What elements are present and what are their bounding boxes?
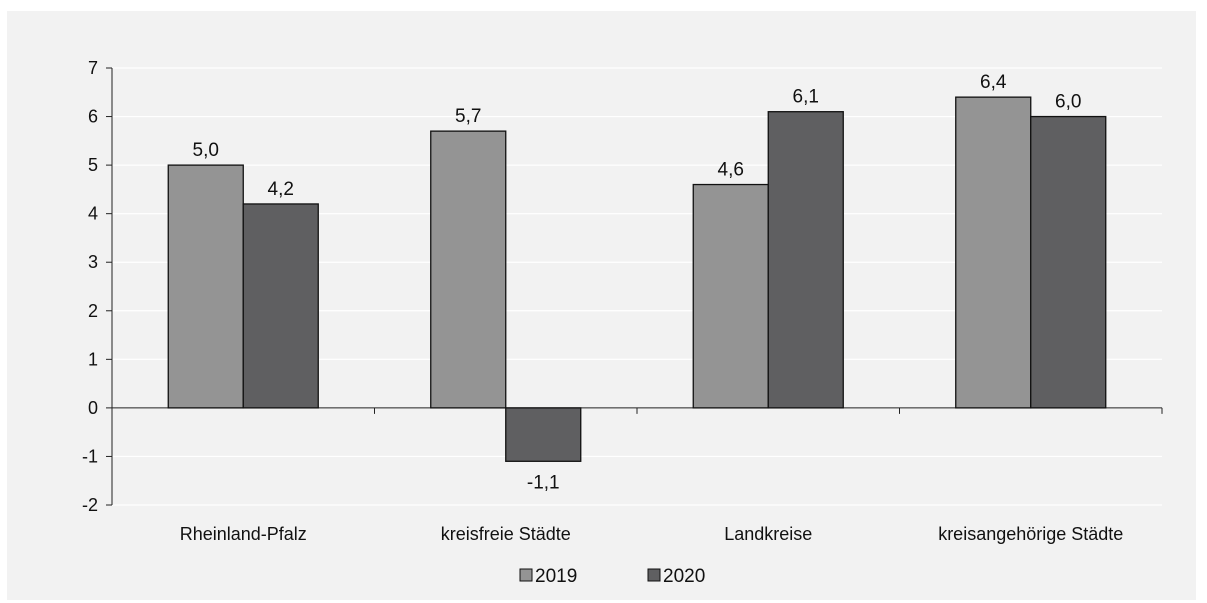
data-label: 4,2 [268, 179, 294, 200]
legend: 2019 2020 [519, 566, 705, 587]
y-tick-label: 4 [88, 204, 98, 224]
x-tick-label: kreisfreie Städte [441, 524, 571, 544]
bar-2019 [430, 130, 507, 409]
x-tick-label: Rheinland-Pfalz [180, 524, 307, 544]
x-tick-label: Landkreise [724, 524, 812, 544]
bar-2019 [167, 164, 244, 409]
data-label: 6,4 [980, 72, 1007, 93]
y-tick-label: 7 [88, 58, 98, 78]
x-tick-label: kreisangehörige Städte [938, 524, 1123, 544]
legend-swatch-2019 [519, 568, 533, 582]
y-tick-label: 5 [88, 155, 98, 175]
data-label: 6,1 [793, 87, 819, 108]
bars [167, 96, 1107, 462]
bar-2020 [767, 111, 844, 409]
y-tick-label: -1 [82, 446, 98, 466]
bar-2020 [1030, 115, 1107, 409]
y-tick-label: 2 [88, 301, 98, 321]
legend-label-2020: 2020 [663, 566, 705, 587]
y-tick-label: 6 [88, 107, 98, 127]
y-tick-label: -2 [82, 495, 98, 515]
data-label: 5,7 [455, 106, 481, 127]
labels: 7 6 5 4 3 2 1 0 -1 -2 5,0 4,2 Rheinland-Pfalz 5,7 -1,1… [82, 58, 1123, 544]
bar-2019 [692, 183, 769, 409]
bar-2019 [955, 96, 1032, 409]
data-label: 5,0 [193, 140, 219, 161]
y-tick-label: 3 [88, 252, 98, 272]
y-tick-label: 1 [88, 349, 98, 369]
data-label: 6,0 [1055, 92, 1081, 113]
y-tick-label: 0 [88, 398, 98, 418]
legend-swatch-2020 [647, 568, 661, 582]
data-label: -1,1 [527, 472, 560, 493]
bar-2020 [242, 203, 319, 409]
legend-label-2019: 2019 [535, 566, 577, 587]
bar-2020 [505, 407, 582, 462]
data-label: 4,6 [718, 160, 744, 181]
